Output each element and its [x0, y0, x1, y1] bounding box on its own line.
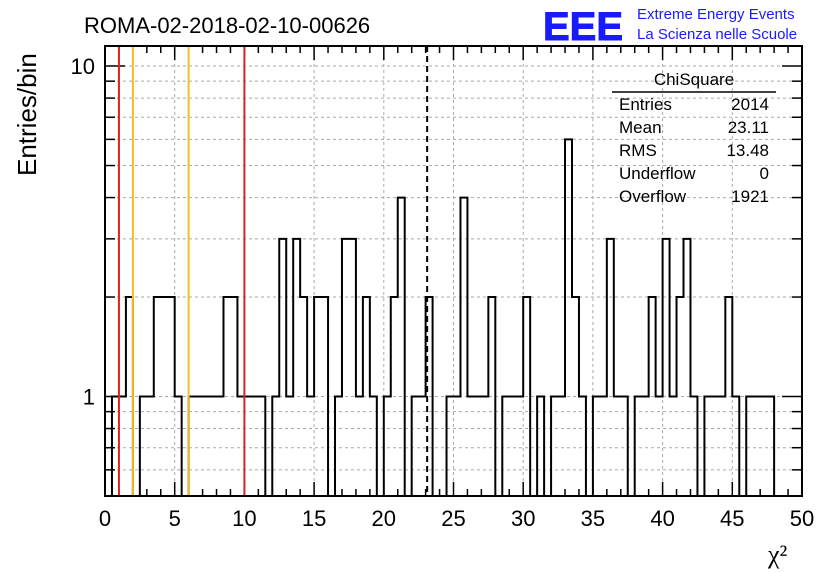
- stats-value: 2014: [731, 95, 769, 114]
- histogram-bar: [279, 239, 286, 496]
- x-tick-label: 25: [441, 506, 465, 531]
- x-axis-label: χ²: [767, 540, 788, 569]
- y-tick-label: 10: [71, 54, 95, 79]
- x-tick-labels: 0 5 10 15 20 25 30 35 40 45 50: [99, 506, 814, 531]
- y-axis-label: Entries/bin: [12, 53, 42, 176]
- histogram-bar: [293, 239, 300, 496]
- stats-title: ChiSquare: [654, 70, 734, 89]
- x-tick-label: 30: [511, 506, 535, 531]
- x-tick-label: 5: [169, 506, 181, 531]
- logo-line1: Extreme Energy Events: [637, 6, 795, 23]
- x-tick-label: 0: [99, 506, 111, 531]
- logo-line2: La Scienza nelle Scuole: [637, 26, 797, 43]
- y-tick-label: 1: [83, 385, 95, 410]
- stats-label: Underflow: [619, 164, 696, 183]
- histogram-bar: [565, 139, 572, 496]
- histogram-bar: [398, 198, 405, 496]
- x-tick-label: 50: [790, 506, 814, 531]
- x-tick-label: 10: [232, 506, 256, 531]
- stats-value: 13.48: [726, 141, 769, 160]
- stats-label: Entries: [619, 95, 672, 114]
- x-tick-label: 40: [650, 506, 674, 531]
- stats-box: ChiSquare Entries 2014 Mean 23.11 RMS 13.48 Un…: [612, 70, 776, 206]
- histogram-bar: [460, 198, 467, 496]
- logo-mark: EEE: [543, 5, 623, 49]
- histogram-bar: [663, 239, 670, 496]
- chart-title: ROMA-02-2018-02-10-00626: [84, 13, 370, 38]
- x-tick-label: 20: [372, 506, 396, 531]
- x-tick-label: 15: [302, 506, 326, 531]
- eee-logo: EEE Extreme Energy Events La Scienza nel…: [543, 5, 798, 50]
- x-tick-label: 35: [581, 506, 605, 531]
- histogram-bar: [342, 239, 349, 496]
- stats-value: 1921: [731, 187, 769, 206]
- stats-value: 23.11: [728, 118, 769, 137]
- y-tick-labels: 1 10: [71, 54, 95, 409]
- reference-lines: [117, 46, 429, 496]
- stats-value: 0: [760, 164, 769, 183]
- stats-rows: Entries 2014 Mean 23.11 RMS 13.48 Underflow 0 Ov…: [619, 95, 769, 206]
- stats-label: Overflow: [619, 187, 687, 206]
- grid: [105, 46, 802, 496]
- histogram-bar: [607, 239, 614, 496]
- x-tick-label: 45: [720, 506, 744, 531]
- histogram-bar: [684, 239, 691, 496]
- stats-label: RMS: [619, 141, 657, 160]
- stats-label: Mean: [619, 118, 662, 137]
- histogram-bar: [349, 239, 356, 496]
- plot-frame: [104, 45, 803, 497]
